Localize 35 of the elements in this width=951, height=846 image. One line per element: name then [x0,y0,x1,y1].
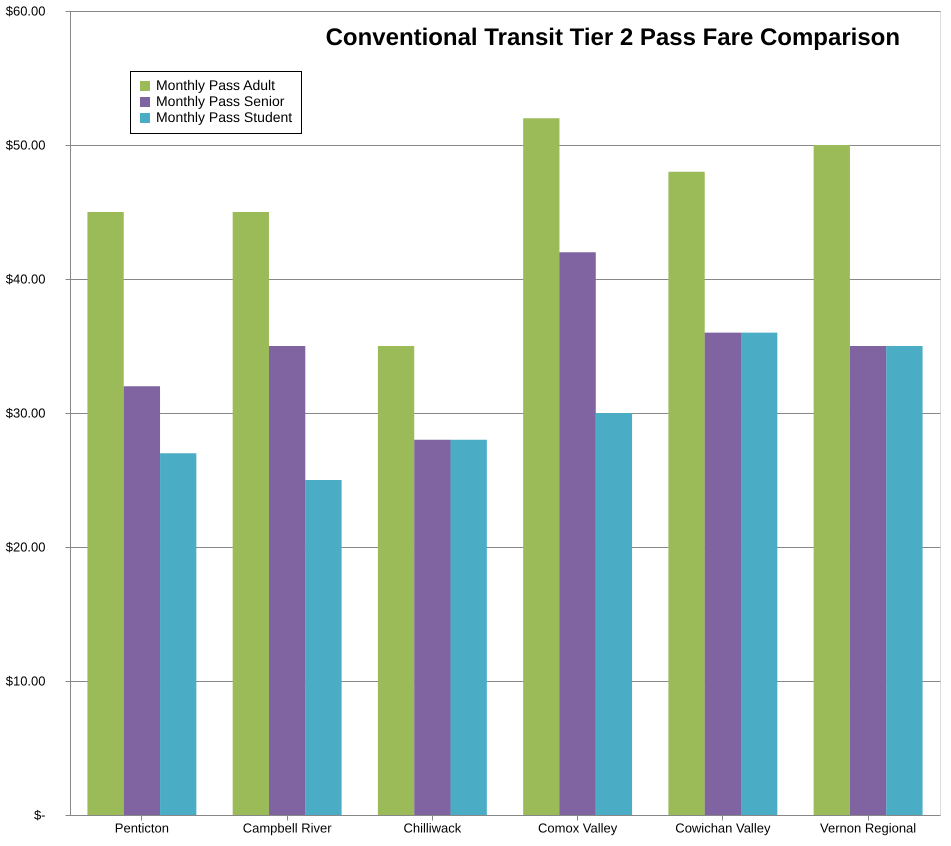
legend-label: Monthly Pass Adult [156,77,276,93]
bar [741,332,778,815]
y-tick-label: $10.00 [6,674,46,688]
y-tick-label: $30.00 [6,406,46,420]
bar [268,346,306,815]
x-tick-label: Cowichan Valley [675,820,771,836]
bar [414,440,451,815]
bar [523,118,560,815]
x-tick-label: Chilliwack [403,820,462,836]
bar [886,346,923,815]
bar [559,252,596,815]
bar [378,346,414,815]
bar [704,332,742,815]
bar [124,386,160,815]
bar [87,212,124,815]
bar [668,172,705,815]
x-tick-label: Campbell River [242,820,332,836]
y-tick-label: $- [34,808,46,822]
bar [305,480,342,815]
bar [596,413,632,815]
y-tick-label: $60.00 [6,4,46,18]
x-tick-label: Vernon Regional [820,820,916,836]
text: Conventional Transit Tier 2 Pass Fare Comparison [326,24,900,51]
y-tick-label: $20.00 [6,540,46,554]
bar [450,440,487,815]
x-tick-label: Comox Valley [538,820,618,836]
bar [814,145,850,815]
x-tick-label: Penticton [114,820,169,836]
y-tick-label: $40.00 [6,272,46,286]
bar [160,453,196,815]
y-tick-label: $50.00 [6,138,46,152]
bar [232,212,269,815]
legend-label: Monthly Pass Student [156,109,292,125]
bar [850,346,886,815]
legend-label: Monthly Pass Senior [156,93,285,109]
